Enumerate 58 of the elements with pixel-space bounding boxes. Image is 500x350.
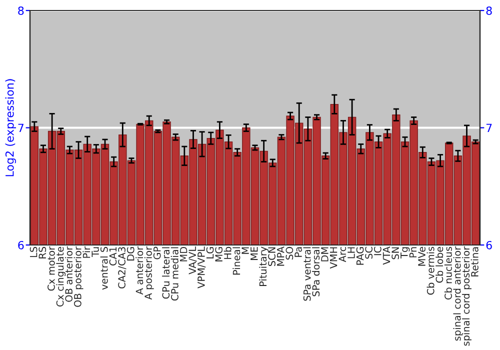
x-tick-label: MVe [418,246,426,266]
y-tick-label: 7 [18,124,24,132]
x-tick-label: PAG [356,247,364,265]
x-tick-label: Retina [470,247,478,276]
x-tick-label: Pir [82,246,90,258]
x-tick-label: RS [38,246,46,258]
x-tick-label: SPa dorsal [312,247,320,296]
x-tick-label: Pineal [232,247,240,275]
x-tick-label: spinal cord anterior [453,246,463,341]
x-tick-label: SN [392,247,399,260]
x-tick-label: IC [374,246,382,256]
y2-tick-label: 7 [486,124,492,132]
x-tick-label: MPA [277,246,284,266]
x-tick-label: CA1 [109,247,117,266]
x-tick-label: ME [250,247,258,260]
x-tick-label: Cx cingulate [56,246,66,306]
x-tick-label: VA/VL [188,246,197,274]
y-tick-label: 6 [18,240,24,250]
x-tick-label: DM [321,247,328,262]
x-tick-label: A posterior [144,246,154,300]
x-tick-label: Hb [224,246,232,259]
x-tick-label: Pn [409,247,417,258]
x-tick-label: CA2/CA3 [118,247,126,288]
x-tick-label: VMH [330,247,338,269]
y-tick-label: 8 [18,6,24,15]
x-tick-label: GP [153,246,161,260]
x-tick-label: LG [206,247,214,258]
x-tick-label: Tg [400,247,410,259]
x-tick-label: OB anterior [65,246,73,302]
y-axis-title: Log2 (expression) [5,79,16,176]
x-tick-label: Tu [92,247,99,258]
x-tick-label: MG [215,247,223,262]
x-tick-label: Cx motor [48,246,55,291]
x-tick-label: spinal cord posterior [462,246,472,346]
x-tick-label: Pa [294,247,302,257]
x-tick-label: LH [348,247,355,258]
x-tick-label: SCN [268,247,276,266]
y2-tick-label: 6 [486,240,492,250]
x-tick-label: CPu medial [170,247,178,301]
x-tick-label: CPu lateral [162,247,170,299]
x-tick-label: SPa ventral [303,247,311,301]
x-tick-label: ventral S [100,246,108,290]
x-tick-label: MD [180,246,188,262]
x-tick-label: Cb nucleus [444,246,452,300]
x-tick-label: Pituitary [259,246,269,286]
x-tick-label: VTA [382,246,390,265]
x-tick-label: LS [30,246,38,258]
x-tick-label: DG [126,247,134,260]
x-tick-label: Cb lobe [436,246,444,283]
x-tick-label: M [242,247,249,254]
x-tick-label: SO [286,246,294,260]
y2-tick-label: 8 [486,6,492,15]
x-tick-label: SC [365,246,373,259]
x-tick-label: Cb vermis [426,246,434,295]
x-tick-label: Arc [338,246,346,262]
x-tick-label: OB posterior [74,246,84,307]
x-tick-label: A anterior [136,246,144,295]
x-tick-label: VPM/VPL [198,246,206,288]
